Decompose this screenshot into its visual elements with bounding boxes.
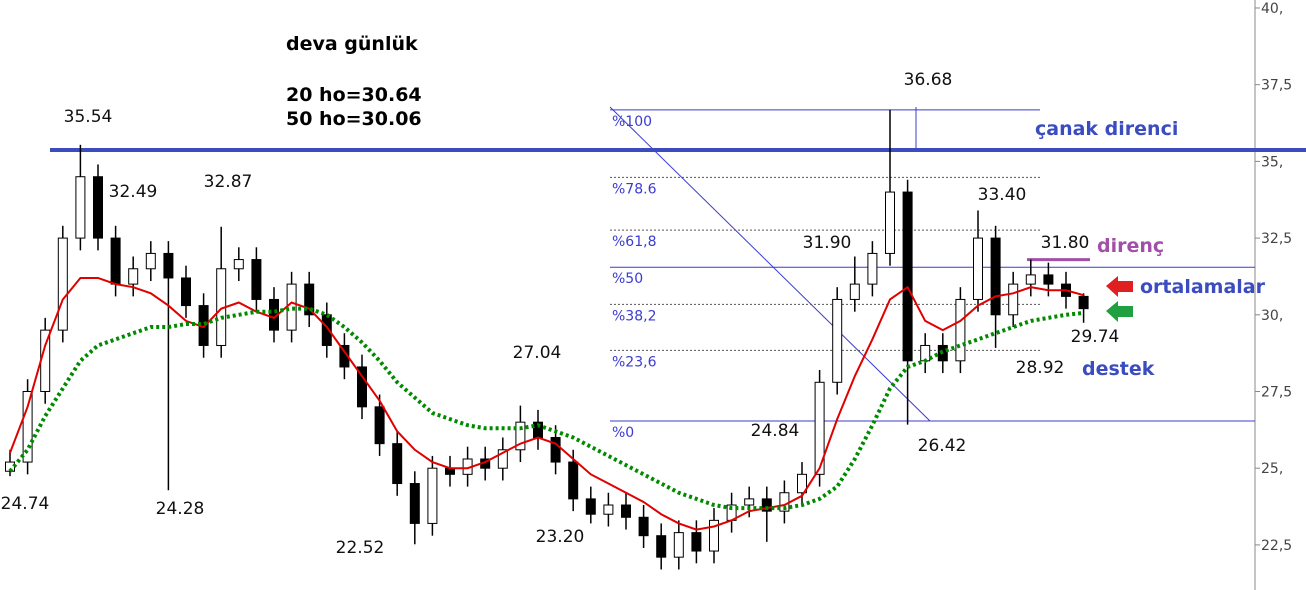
candle-body — [392, 443, 403, 485]
candle-body — [849, 283, 860, 300]
candle-body — [973, 237, 983, 300]
candle-body — [57, 237, 68, 331]
price-label: 23.20 — [536, 527, 585, 547]
price-label: 31.80 — [1041, 233, 1090, 253]
fib-label: %61,8 — [612, 234, 656, 250]
candle-body — [110, 237, 121, 285]
candle-body — [1043, 274, 1054, 285]
candle-body — [357, 366, 367, 408]
candle-body — [321, 314, 332, 346]
candle-body — [93, 176, 103, 239]
candle-body — [814, 381, 825, 475]
candle-body — [797, 473, 807, 494]
candle-body — [22, 390, 33, 463]
candle-body — [744, 498, 755, 506]
candle-body — [673, 532, 684, 558]
y-tick-label: 37,5 — [1261, 78, 1292, 94]
fib-label: %50 — [612, 271, 643, 287]
candle-body — [409, 483, 420, 524]
candle-body — [497, 449, 508, 469]
y-tick-label: 35, — [1261, 154, 1283, 170]
moving-average — [9, 276, 1084, 531]
fib-label: %23,6 — [612, 354, 657, 370]
candle-body — [550, 437, 561, 463]
candle-body — [568, 461, 579, 500]
candle-body — [621, 504, 631, 518]
trend-line — [609, 106, 931, 422]
ma-label: 20 ho=30.64 — [286, 84, 422, 106]
resistance-label: çanak direnci — [1035, 118, 1178, 140]
candle-body — [374, 406, 385, 445]
candle-body — [427, 467, 438, 524]
candle-body — [638, 516, 649, 537]
candle-body — [902, 191, 913, 362]
price-label: 32.87 — [204, 172, 253, 192]
price-label: 32.49 — [109, 182, 158, 202]
price-label: 26.42 — [918, 436, 967, 456]
candle-body — [585, 498, 596, 515]
y-tick-label: 30, — [1261, 308, 1283, 324]
price-label: 24.74 — [1, 494, 50, 514]
price-label: 33.40 — [978, 185, 1027, 205]
candle-body — [181, 277, 191, 307]
y-tick-label: 27,5 — [1261, 384, 1292, 400]
price-label: 28.92 — [1016, 358, 1065, 378]
note: ortalamalar — [1140, 276, 1266, 298]
candle-body — [233, 259, 244, 270]
green-arrow — [1106, 301, 1133, 322]
candle-body — [1025, 274, 1036, 285]
price-label: 24.84 — [751, 421, 800, 441]
fib-label: %78.6 — [612, 181, 657, 197]
candle-body — [145, 252, 156, 270]
candle-body — [691, 532, 702, 552]
candle-body — [128, 268, 139, 285]
price-label: 36.68 — [904, 70, 953, 90]
y-tick-label: 40, — [1261, 1, 1283, 17]
candle-body — [955, 298, 966, 362]
price-label: 29.74 — [1071, 327, 1120, 347]
candle-body — [656, 535, 667, 558]
candle-body — [515, 421, 526, 451]
candle-body — [163, 252, 174, 279]
fib-label: %0 — [612, 425, 634, 441]
candle-body — [990, 237, 1001, 316]
y-tick-label: 25, — [1261, 461, 1283, 477]
price-label: 24.28 — [156, 499, 205, 519]
fib-label: %100 — [612, 114, 652, 130]
candle-body — [1008, 283, 1019, 316]
candle-body — [1078, 295, 1089, 310]
red-arrow — [1106, 276, 1133, 297]
candle-body — [304, 283, 315, 316]
candle-body — [867, 252, 878, 285]
minor-resistance-label: direnç — [1097, 235, 1164, 257]
candle-body — [251, 259, 262, 300]
price-label: 35.54 — [64, 107, 113, 127]
note: destek — [1082, 358, 1155, 380]
ma-label: 50 ho=30.06 — [286, 108, 422, 130]
candle-body — [75, 176, 86, 239]
price-label: 22.52 — [336, 538, 385, 558]
candle-body — [603, 504, 614, 515]
y-tick-label: 22,5 — [1261, 538, 1292, 554]
y-tick-label: 32,5 — [1261, 231, 1292, 247]
fib-label: %38,2 — [612, 308, 656, 324]
candle-body — [832, 298, 843, 383]
candle-body — [761, 498, 772, 512]
price-label: 27.04 — [513, 343, 562, 363]
candle-body — [885, 191, 895, 254]
chart-title: deva günlük — [286, 33, 418, 55]
candle-body — [920, 344, 931, 362]
candle-body — [709, 519, 719, 552]
moving-average — [8, 306, 1084, 511]
price-label: 31.90 — [803, 233, 852, 253]
